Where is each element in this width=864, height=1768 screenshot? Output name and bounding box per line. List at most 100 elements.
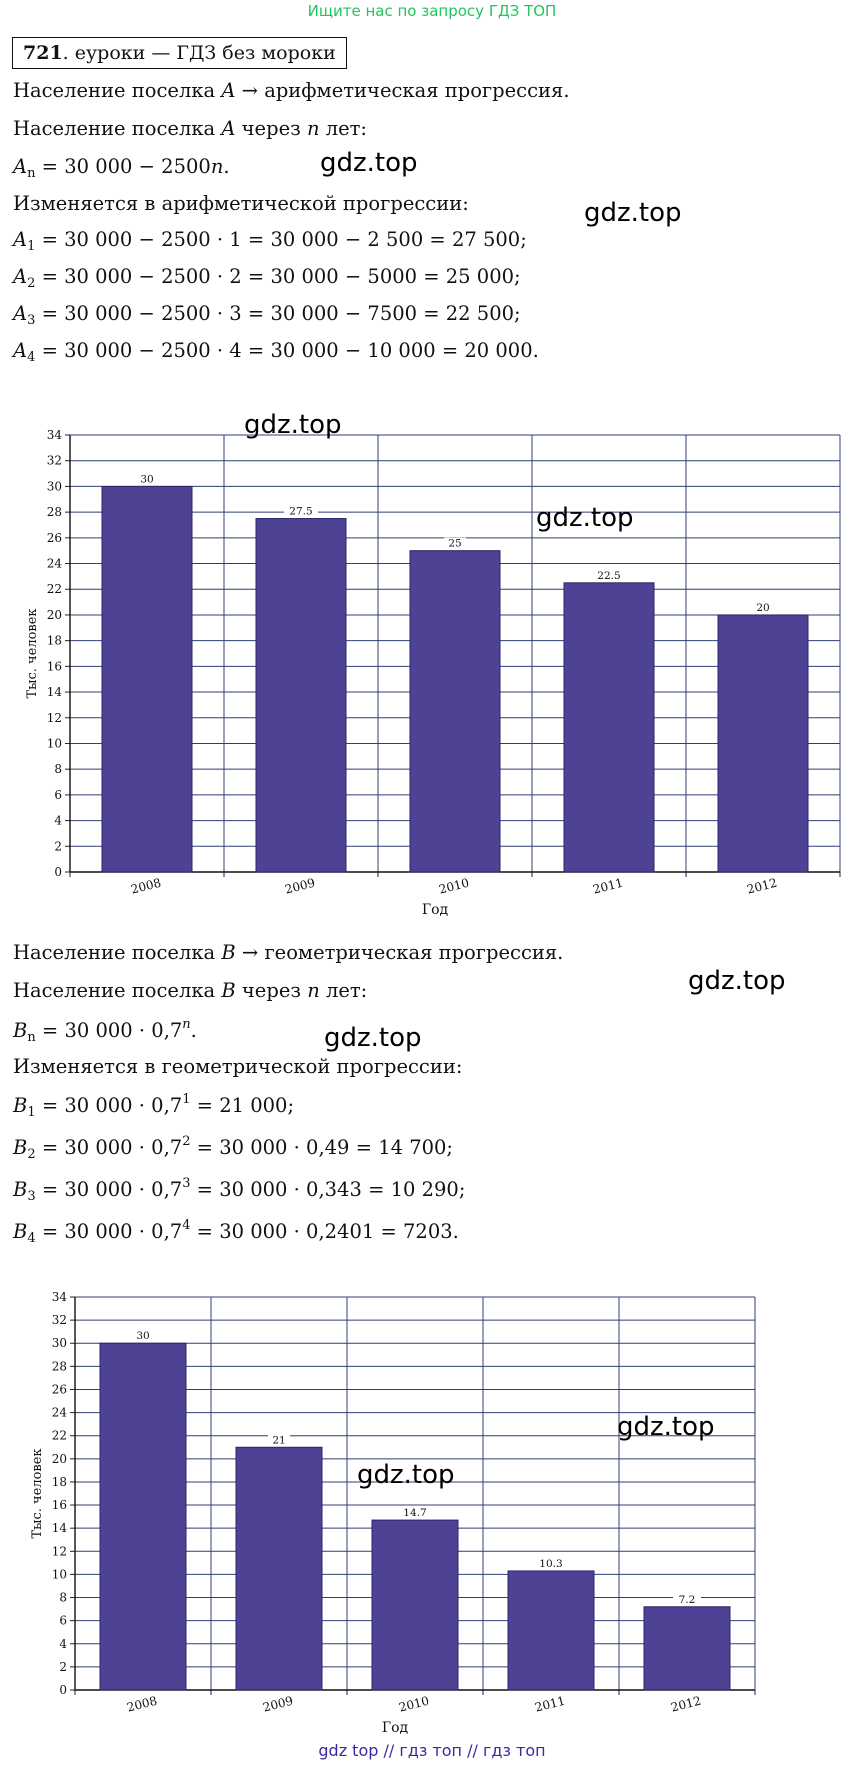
y-tick-label: 12 xyxy=(47,711,62,725)
watermark-1: gdz.top xyxy=(320,148,418,178)
chart-b: 0246810121416182022242628303234302008212… xyxy=(30,1290,756,1736)
footer-link-1[interactable]: gdz top xyxy=(318,1741,379,1760)
section-a-item-4-text: A4 = 30 000 − 2500 · 4 = 30 000 − 10 000… xyxy=(13,339,539,365)
footer-link-2[interactable]: гдз топ xyxy=(399,1741,462,1760)
y-tick-label: 0 xyxy=(59,1683,67,1697)
section-a-line1-text: Население поселка A → арифметическая про… xyxy=(13,79,570,102)
section-a-line1: Население поселка A → арифметическая про… xyxy=(13,79,570,102)
data-label: 30 xyxy=(140,473,153,485)
data-label: 7.2 xyxy=(679,1594,696,1606)
data-label: 20 xyxy=(756,602,769,614)
y-tick-label: 2 xyxy=(59,1660,67,1674)
section-b-line3-text: Изменяется в геометрической прогрессии: xyxy=(13,1055,463,1078)
y-tick-label: 4 xyxy=(54,814,62,828)
x-tick-label: 2008 xyxy=(126,1694,159,1715)
section-a-item-1: A1 = 30 000 − 2500 · 1 = 30 000 − 2 500 … xyxy=(13,228,527,254)
section-b-item-4-text: B4 = 30 000 · 0,74 = 30 000 · 0,2401 = 7… xyxy=(13,1218,459,1246)
section-b-formula: Bn = 30 000 · 0,7n. xyxy=(13,1017,197,1045)
section-b-line2: Население поселка B через n лет: xyxy=(13,979,367,1002)
y-tick-label: 22 xyxy=(47,582,62,596)
y-tick-label: 6 xyxy=(54,788,62,802)
data-label-bg xyxy=(132,1330,154,1342)
y-tick-label: 16 xyxy=(47,659,62,673)
y-tick-label: 22 xyxy=(52,1429,67,1443)
x-tick-label: 2008 xyxy=(130,876,163,897)
section-a-formula: An = 30 000 − 2500n. xyxy=(13,155,230,181)
x-axis-title: Год xyxy=(382,1720,409,1736)
y-tick-label: 16 xyxy=(52,1498,67,1512)
x-tick-label: 2011 xyxy=(534,1694,567,1715)
y-tick-label: 8 xyxy=(59,1591,67,1605)
y-tick-label: 20 xyxy=(52,1452,67,1466)
section-a-line3: Изменяется в арифметической прогрессии: xyxy=(13,192,469,215)
x-axis-title: Год xyxy=(422,902,449,918)
section-a-formula-text: An = 30 000 − 2500n. xyxy=(13,155,230,181)
data-label-bg xyxy=(534,1557,568,1569)
bar xyxy=(409,550,501,873)
y-tick-label: 10 xyxy=(47,736,62,750)
section-b-item-4: B4 = 30 000 · 0,74 = 30 000 · 0,2401 = 7… xyxy=(13,1218,459,1246)
watermark-4: gdz.top xyxy=(536,503,634,533)
y-tick-label: 30 xyxy=(47,479,62,493)
top-banner[interactable]: Ищите нас по запросу ГДЗ ТОП xyxy=(307,2,557,20)
footer-sep-1: // xyxy=(383,1741,395,1760)
data-label-bg xyxy=(673,1593,701,1605)
y-axis-title: Тыс. человек xyxy=(30,1448,45,1538)
section-a-item-3-text: A3 = 30 000 − 2500 · 3 = 30 000 − 7500 =… xyxy=(13,302,521,328)
bar xyxy=(255,518,347,873)
section-b-formula-text: Bn = 30 000 · 0,7n. xyxy=(13,1017,197,1045)
watermark-6: gdz.top xyxy=(324,1023,422,1053)
section-b-item-2-text: B2 = 30 000 · 0,72 = 30 000 · 0,49 = 14 … xyxy=(13,1134,454,1162)
x-tick-label: 2012 xyxy=(670,1694,703,1715)
section-a-item-1-text: A1 = 30 000 − 2500 · 1 = 30 000 − 2 500 … xyxy=(13,228,527,254)
bar xyxy=(99,1342,187,1691)
section-b-line3: Изменяется в геометрической прогрессии: xyxy=(13,1055,462,1078)
section-a-line2-text: Население поселка A через n лет: xyxy=(13,117,367,140)
x-tick-label: 2010 xyxy=(398,1694,431,1715)
y-tick-label: 8 xyxy=(54,762,62,776)
y-tick-label: 12 xyxy=(52,1544,67,1558)
x-tick-label: 2010 xyxy=(438,876,471,897)
section-a-line3-text: Изменяется в арифметической прогрессии: xyxy=(13,192,469,215)
data-label-bg xyxy=(268,1434,290,1446)
data-label: 10.3 xyxy=(539,1558,562,1570)
data-label: 30 xyxy=(136,1330,149,1342)
y-axis-title: Тыс. человек xyxy=(25,608,40,698)
task-number: 721 xyxy=(23,42,63,64)
x-tick-label: 2012 xyxy=(746,876,779,897)
data-label-bg xyxy=(592,569,626,581)
section-b-line1: Население поселка B → геометрическая про… xyxy=(13,941,563,964)
section-a-item-2: A2 = 30 000 − 2500 · 2 = 30 000 − 5000 =… xyxy=(13,265,521,291)
x-tick-label: 2009 xyxy=(262,1694,295,1715)
watermark-5: gdz.top xyxy=(688,966,786,996)
y-tick-label: 34 xyxy=(47,428,63,442)
data-label: 22.5 xyxy=(597,570,620,582)
bar xyxy=(563,582,655,873)
section-a-line2: Население поселка A через n лет: xyxy=(13,117,367,140)
y-tick-label: 6 xyxy=(59,1614,67,1628)
y-tick-label: 18 xyxy=(52,1475,67,1489)
data-label: 25 xyxy=(448,538,461,550)
y-tick-label: 4 xyxy=(59,1637,67,1651)
y-tick-label: 28 xyxy=(47,505,62,519)
y-tick-label: 14 xyxy=(47,685,63,699)
y-tick-label: 30 xyxy=(52,1336,67,1350)
watermark-3: gdz.top xyxy=(244,410,342,440)
section-b-item-3-text: B3 = 30 000 · 0,73 = 30 000 · 0,343 = 10… xyxy=(13,1176,466,1204)
x-tick-label: 2011 xyxy=(592,876,625,897)
section-a-item-4: A4 = 30 000 − 2500 · 4 = 30 000 − 10 000… xyxy=(13,339,539,365)
section-a-item-2-text: A2 = 30 000 − 2500 · 2 = 30 000 − 5000 =… xyxy=(13,265,521,291)
y-tick-label: 14 xyxy=(52,1521,68,1535)
watermark-7: gdz.top xyxy=(617,1412,715,1442)
bar xyxy=(101,485,193,873)
bar xyxy=(717,614,809,873)
bar xyxy=(507,1570,595,1691)
footer-links: gdz top // гдз топ // гдз топ xyxy=(0,1741,864,1760)
y-tick-label: 24 xyxy=(47,557,63,571)
section-b-item-3: B3 = 30 000 · 0,73 = 30 000 · 0,343 = 10… xyxy=(13,1176,465,1204)
y-tick-label: 26 xyxy=(52,1382,67,1396)
y-tick-label: 18 xyxy=(47,634,62,648)
footer-link-3[interactable]: гдз топ xyxy=(482,1741,546,1760)
task-header: 721 . еуроки — ГДЗ без мороки xyxy=(12,37,347,69)
section-b-line2-text: Население поселка B через n лет: xyxy=(13,979,368,1002)
